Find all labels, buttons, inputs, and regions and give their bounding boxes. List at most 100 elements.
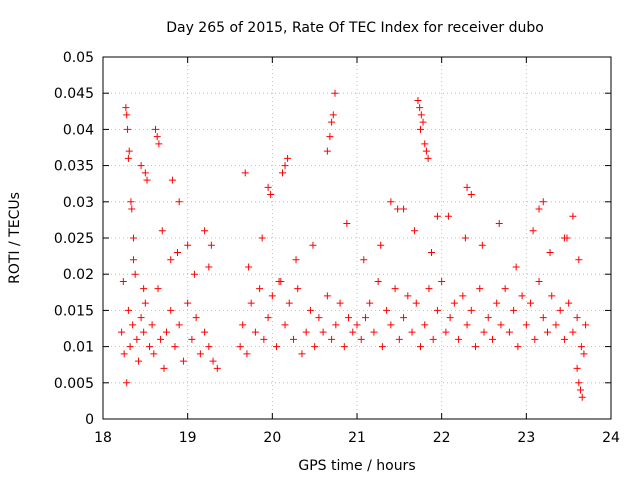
data-point (444, 212, 452, 220)
data-point (552, 321, 560, 329)
data-point (518, 292, 526, 300)
data-point (150, 350, 158, 358)
plot-frame (102, 56, 612, 420)
data-point (155, 140, 163, 148)
data-point (580, 350, 588, 358)
data-point (573, 364, 581, 372)
data-point (123, 111, 131, 119)
data-point (332, 321, 340, 329)
data-point (404, 292, 412, 300)
data-point (442, 328, 450, 336)
data-point (258, 234, 266, 242)
data-point (207, 241, 215, 249)
y-axis-label: ROTI / TECUs (7, 192, 23, 284)
data-point (377, 241, 385, 249)
data-point (488, 335, 496, 343)
data-point (118, 328, 126, 336)
data-point (417, 343, 424, 351)
data-point (577, 343, 585, 351)
y-tick-label: 0.025 (54, 231, 94, 247)
y-tick-label: 0.02 (63, 267, 94, 283)
data-point (495, 220, 503, 228)
data-point (340, 343, 348, 351)
data-point (247, 299, 255, 307)
data-point (493, 299, 501, 307)
data-point (209, 357, 217, 365)
x-tick-label: 21 (348, 430, 366, 446)
data-point (578, 393, 586, 401)
data-point (412, 299, 420, 307)
data-point (154, 285, 162, 293)
data-point (546, 248, 554, 256)
data-point (125, 147, 133, 155)
data-point (260, 335, 268, 343)
x-axis-label: GPS time / hours (298, 458, 415, 474)
data-point (179, 357, 187, 365)
data-point (374, 277, 382, 285)
data-point (400, 205, 408, 213)
data-point (146, 343, 154, 351)
data-point (463, 321, 471, 329)
data-point (201, 227, 209, 235)
data-point (131, 270, 139, 278)
data-point (478, 241, 486, 249)
data-point (438, 277, 446, 285)
data-point (298, 350, 306, 358)
data-point (433, 212, 441, 220)
data-point (119, 277, 127, 285)
data-point (459, 292, 467, 300)
data-point (196, 350, 204, 358)
data-point (284, 154, 292, 162)
chart-title: Day 265 of 2015, Rate Of TEC Index for r… (166, 20, 544, 36)
data-point (353, 321, 361, 329)
data-point (535, 205, 543, 213)
data-point (421, 321, 429, 329)
data-point (387, 321, 395, 329)
data-point (120, 350, 128, 358)
data-point (122, 104, 130, 112)
data-point (535, 277, 543, 285)
data-point (497, 321, 505, 329)
data-point (285, 299, 293, 307)
data-point (167, 256, 175, 264)
data-point (345, 314, 353, 322)
data-point (329, 111, 337, 119)
data-point (245, 263, 253, 271)
data-point (184, 299, 192, 307)
data-point (370, 328, 378, 336)
data-point (129, 234, 137, 242)
data-point (290, 335, 297, 343)
y-tick-label: 0.03 (63, 195, 94, 211)
data-point (135, 357, 143, 365)
data-point (133, 335, 141, 343)
data-point (565, 299, 573, 307)
data-point (137, 162, 145, 170)
data-point (124, 125, 132, 133)
data-point (302, 328, 310, 336)
data-point (569, 328, 577, 336)
data-point (281, 162, 289, 170)
data-point (190, 270, 198, 278)
data-point (548, 292, 556, 300)
data-point (174, 248, 182, 256)
data-point (422, 147, 430, 155)
data-point (421, 140, 429, 148)
data-point (331, 89, 339, 97)
data-point (328, 118, 336, 126)
data-point (467, 306, 475, 314)
data-point (148, 321, 156, 329)
data-point (184, 241, 192, 249)
data-point (391, 285, 399, 293)
data-point (419, 118, 427, 126)
data-point (129, 321, 137, 329)
data-point (400, 314, 408, 322)
data-point (140, 285, 148, 293)
x-tick-label: 18 (94, 430, 112, 446)
data-point (455, 335, 463, 343)
data-point (395, 335, 403, 343)
data-point (323, 147, 331, 155)
data-point (175, 198, 183, 206)
data-point (326, 133, 334, 141)
data-point (267, 191, 275, 199)
data-point (472, 343, 480, 351)
